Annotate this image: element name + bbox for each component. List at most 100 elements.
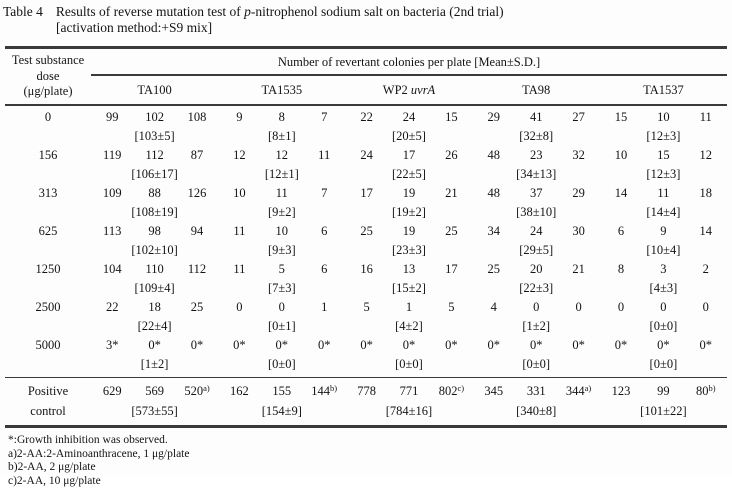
footnote-b: b)2-AA, 2 μg/plate <box>8 461 732 475</box>
mean-cell: [573±55] <box>91 401 218 421</box>
value-cell: 110 <box>133 260 175 279</box>
value-cell: 6 <box>600 222 642 241</box>
value-cell: 520a) <box>176 381 218 401</box>
mean-cell: [4±2] <box>345 317 472 336</box>
value-text: 802 <box>439 384 458 398</box>
value-cell: 12 <box>685 146 727 165</box>
value-cell: 102 <box>133 108 175 127</box>
value-cell: 8 <box>261 108 303 127</box>
mean-cell: [20±5] <box>345 127 472 146</box>
value-cell: 104 <box>91 260 133 279</box>
mean-cell: [10±4] <box>600 241 727 260</box>
mean-cell: [101±22] <box>600 401 727 421</box>
mean-cell: [0±0] <box>473 355 600 374</box>
table-title-post: -nitrophenol sodium salt on bacteria (2n… <box>251 4 504 19</box>
value-cell: 771 <box>388 381 430 401</box>
value-cell: 3* <box>91 336 133 355</box>
value-cell: 113 <box>91 222 133 241</box>
value-cell: 41 <box>515 108 557 127</box>
value-cell: 0* <box>600 336 642 355</box>
mean-cell: [32±8] <box>473 127 600 146</box>
value-cell: 25 <box>430 222 472 241</box>
value-cell: 18 <box>133 298 175 317</box>
value-cell: 0* <box>642 336 684 355</box>
mean-cell: [9±2] <box>218 203 345 222</box>
dose-label: 2500 <box>5 298 91 317</box>
mean-cell: [0±0] <box>600 355 727 374</box>
value-cell: 0 <box>600 298 642 317</box>
value-cell: 5 <box>345 298 387 317</box>
value-cell: 7 <box>303 108 345 127</box>
value-cell: 0 <box>515 298 557 317</box>
value-cell: 15 <box>430 108 472 127</box>
value-cell: 5 <box>261 260 303 279</box>
mean-cell: [154±9] <box>218 401 345 421</box>
value-text: 569 <box>145 384 164 398</box>
mean-cell: [1±2] <box>473 317 600 336</box>
value-text: 162 <box>230 384 249 398</box>
strain-header-ta1537: TA1537 <box>600 76 727 104</box>
value-cell: 21 <box>557 260 599 279</box>
table-header: Test substance dose (μg/plate) Number of… <box>5 49 727 106</box>
activation-method-note: [activation method:+S9 mix] <box>3 20 732 36</box>
value-cell: 26 <box>430 146 472 165</box>
footnote-marker: c) <box>457 383 464 393</box>
mean-cell: [14±4] <box>600 203 727 222</box>
value-cell: 331 <box>515 381 557 401</box>
value-cell: 112 <box>176 260 218 279</box>
mean-cell: [106±17] <box>91 165 218 184</box>
strain-header-wp2uvra: WP2 uvrA <box>345 76 472 104</box>
mean-cell: [29±5] <box>473 241 600 260</box>
value-cell: 12 <box>218 146 260 165</box>
value-cell: 37 <box>515 184 557 203</box>
value-cell: 19 <box>388 222 430 241</box>
value-cell: 112 <box>133 146 175 165</box>
mean-cell: [103±5] <box>91 127 218 146</box>
value-cell: 10 <box>218 184 260 203</box>
strain-name: TA98 <box>522 83 550 97</box>
value-cell: 88 <box>133 184 175 203</box>
footnote-asterisk: *:Growth inhibition was observed. <box>8 434 732 448</box>
value-cell: 0* <box>388 336 430 355</box>
value-cell: 11 <box>685 108 727 127</box>
value-cell: 9 <box>218 108 260 127</box>
value-cell: 569 <box>133 381 175 401</box>
mean-cell: [15±2] <box>345 279 472 298</box>
mean-cell: [1±2] <box>91 355 218 374</box>
value-cell: 0* <box>515 336 557 355</box>
value-cell: 22 <box>345 108 387 127</box>
value-cell: 0* <box>345 336 387 355</box>
dose-column-header: Test substance dose (μg/plate) <box>5 49 91 104</box>
value-cell: 6 <box>303 222 345 241</box>
value-cell: 30 <box>557 222 599 241</box>
dose-label: 1250 <box>5 260 91 279</box>
value-cell: 27 <box>557 108 599 127</box>
value-cell: 23 <box>515 146 557 165</box>
value-cell: 7 <box>303 184 345 203</box>
value-cell: 123 <box>600 381 642 401</box>
value-cell: 11 <box>303 146 345 165</box>
value-cell: 0 <box>685 298 727 317</box>
mean-cell: [108±19] <box>91 203 218 222</box>
dose-header-line1: Test substance <box>12 53 84 69</box>
mean-cell: [340±8] <box>473 401 600 421</box>
mean-cell: [22±5] <box>345 165 472 184</box>
value-cell: 21 <box>430 184 472 203</box>
value-cell: 0* <box>473 336 515 355</box>
value-text: 629 <box>103 384 122 398</box>
value-cell: 5 <box>430 298 472 317</box>
value-cell: 0* <box>303 336 345 355</box>
value-cell: 48 <box>473 146 515 165</box>
dose-label: 313 <box>5 184 91 203</box>
mean-cell: [784±16] <box>345 401 472 421</box>
value-cell: 15 <box>642 146 684 165</box>
value-cell: 34 <box>473 222 515 241</box>
value-cell: 17 <box>345 184 387 203</box>
value-cell: 20 <box>515 260 557 279</box>
footnote-marker: a) <box>585 383 592 393</box>
value-text: 144 <box>311 384 330 398</box>
